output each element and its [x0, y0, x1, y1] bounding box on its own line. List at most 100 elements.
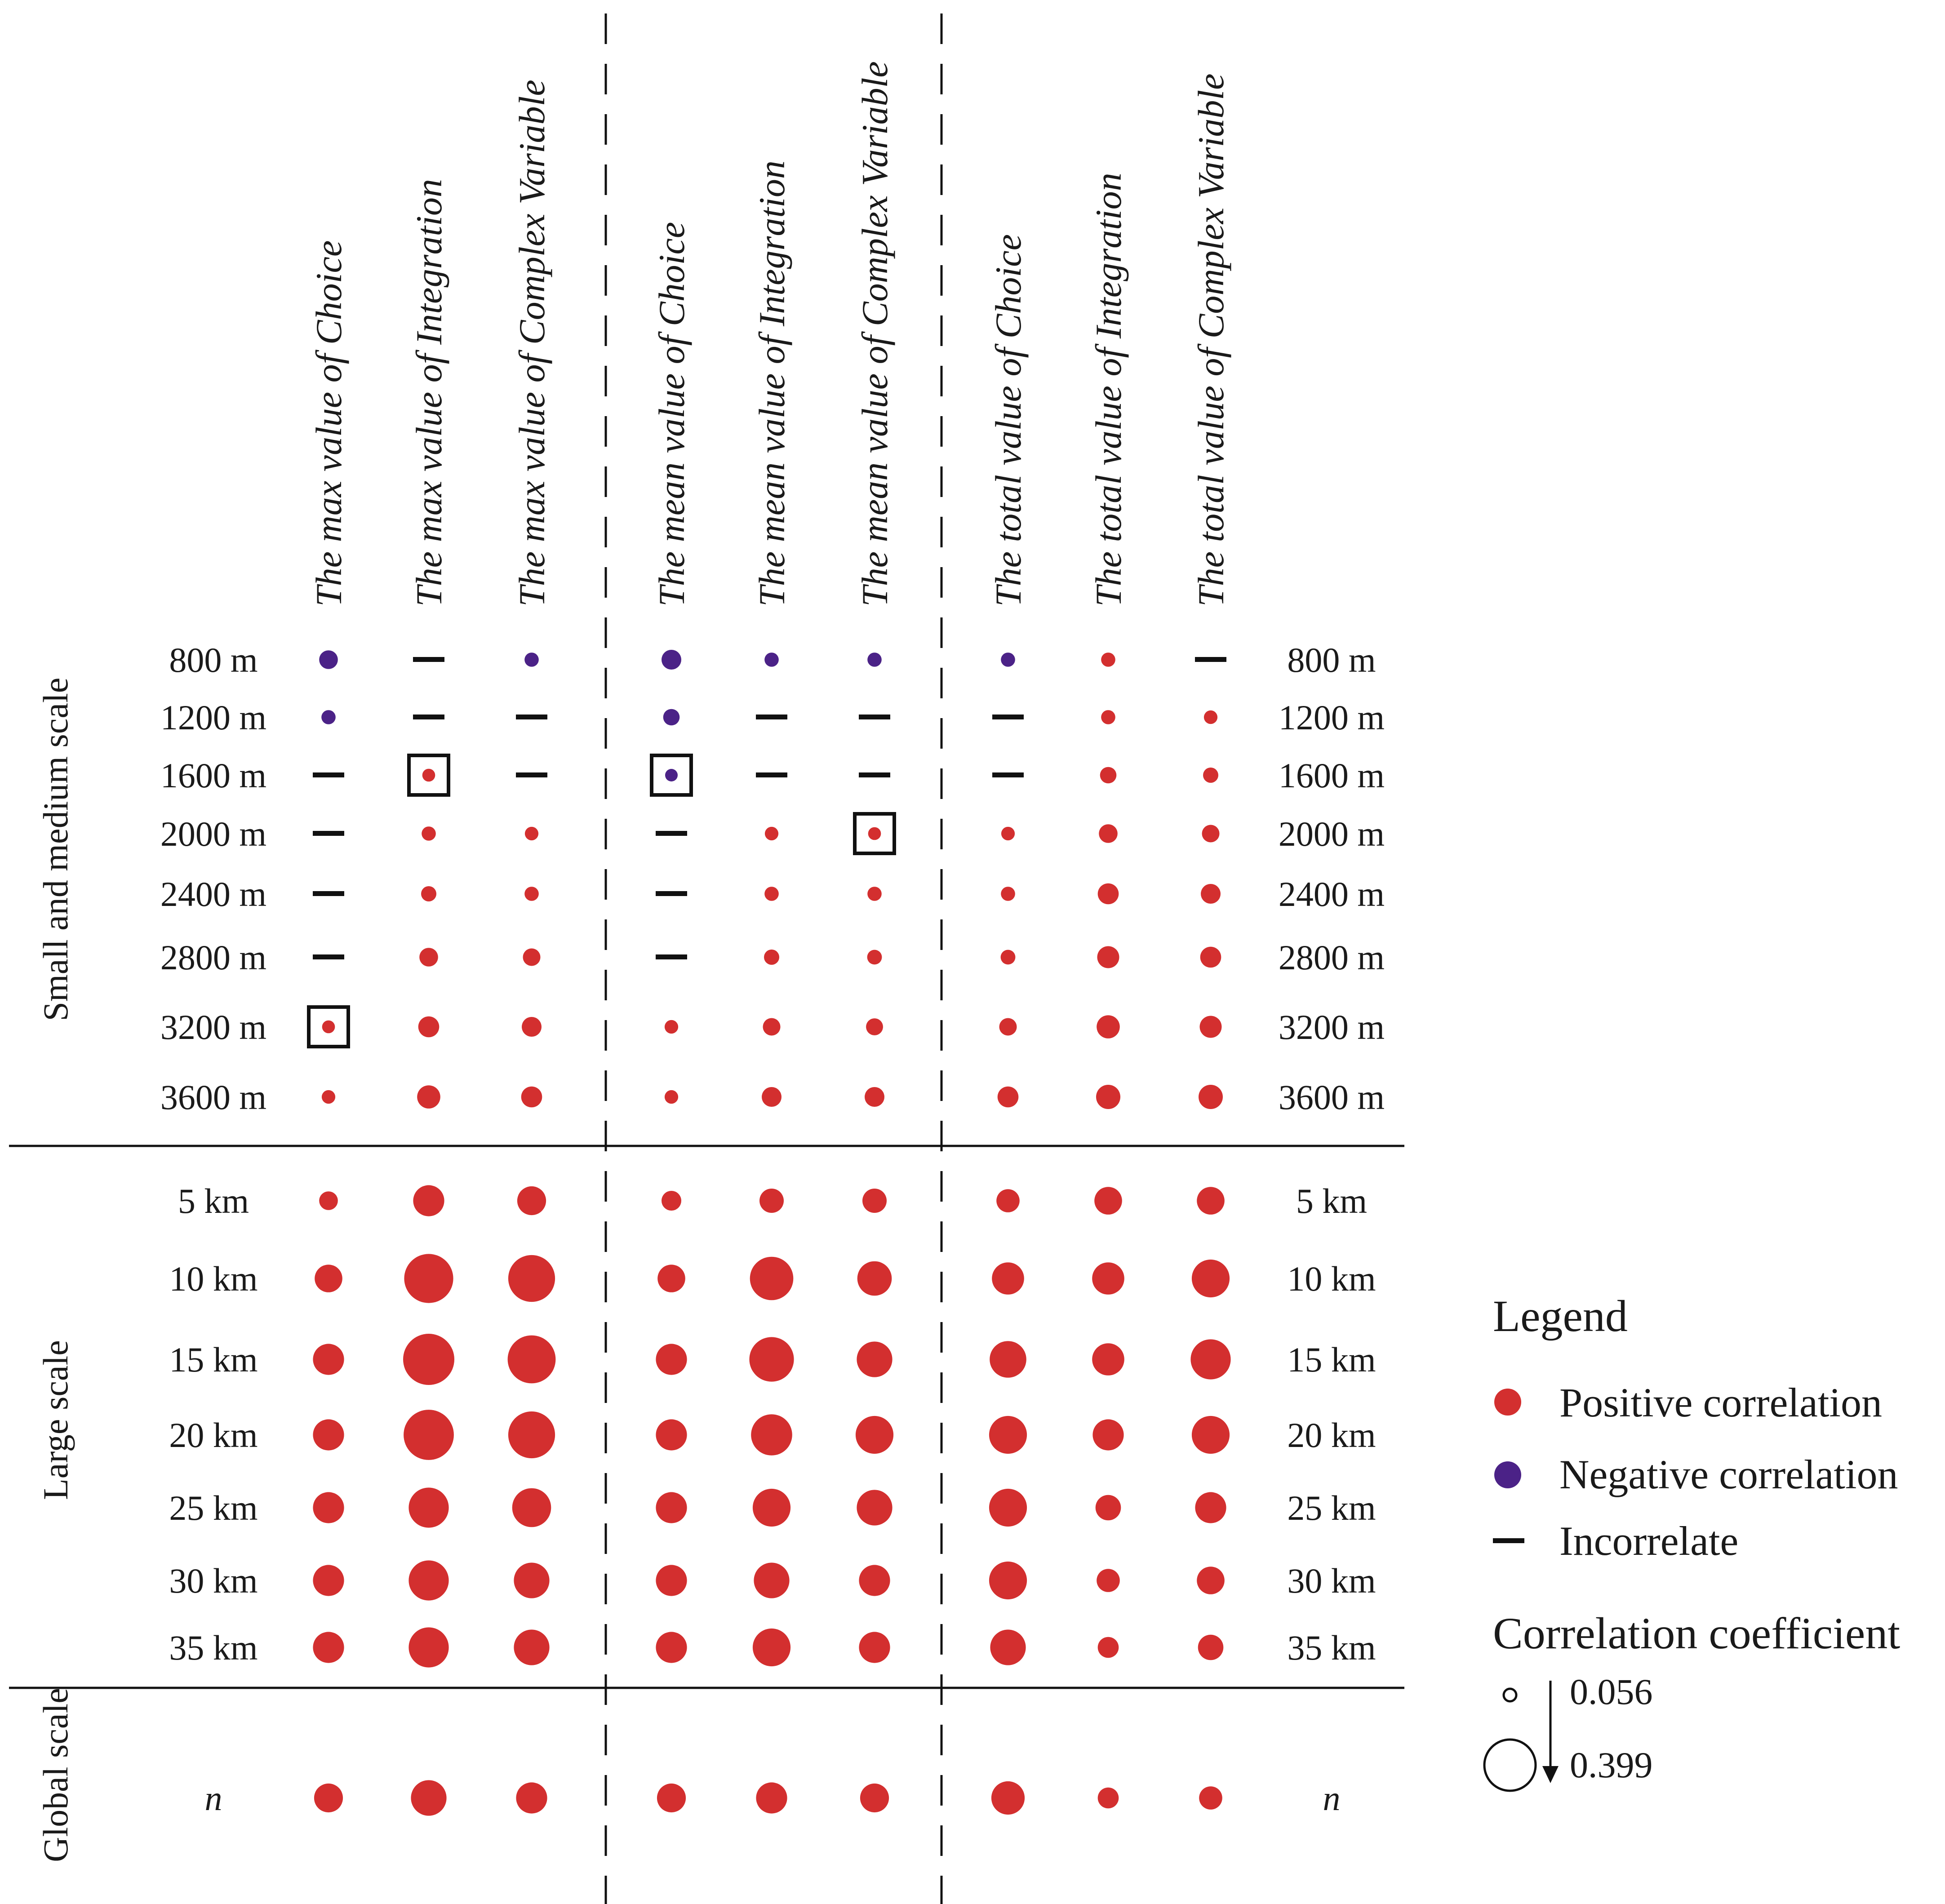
positive-correlation-dot: [1096, 1085, 1120, 1109]
incorrelate-mark: [656, 954, 687, 959]
incorrelate-mark: [413, 657, 444, 662]
positive-correlation-dot: [656, 1565, 687, 1596]
positive-correlation-dot: [764, 950, 779, 965]
legend-size-max-label: 0.399: [1570, 1744, 1653, 1785]
column-label: The max value of Integration: [409, 179, 449, 607]
positive-correlation-dot: [524, 826, 539, 841]
incorrelate-mark: [656, 891, 687, 896]
row-label-left: 2800 m: [160, 938, 266, 977]
positive-correlation-dot: [996, 1189, 1020, 1212]
row-label-right: 30 km: [1287, 1561, 1376, 1600]
positive-correlation-dot: [421, 886, 436, 901]
positive-correlation-dot: [1094, 1187, 1122, 1215]
positive-correlation-dot: [990, 1341, 1026, 1378]
positive-correlation-dot: [1101, 710, 1115, 724]
positive-correlation-dot: [517, 1186, 546, 1216]
row-label-right: 1600 m: [1279, 756, 1385, 795]
positive-correlation-dot: [762, 1087, 782, 1107]
column-labels: The max value of Choice The max value of …: [308, 61, 1231, 607]
positive-correlation-dot: [1100, 767, 1117, 784]
row-label-left: n: [205, 1779, 222, 1818]
row-label-right: 10 km: [1287, 1259, 1376, 1298]
positive-correlation-dot: [1095, 1495, 1121, 1521]
incorrelate-mark: [313, 954, 344, 959]
positive-correlation-dot: [1199, 1016, 1222, 1038]
positive-correlation-dot: [989, 1416, 1027, 1454]
positive-correlation-dot: [1203, 710, 1218, 724]
incorrelate-mark: [656, 831, 687, 836]
group-labels: Small and medium scale Large scale Global …: [36, 678, 75, 1862]
positive-correlation-dot: [315, 1265, 342, 1292]
highlight-box: [853, 812, 896, 855]
positive-correlation-dot: [1191, 1259, 1230, 1298]
row-label-left: 1200 m: [160, 698, 266, 737]
incorrelate-mark: [313, 891, 344, 896]
row-label-right: 15 km: [1287, 1340, 1376, 1379]
negative-correlation-dot: [319, 650, 338, 669]
positive-correlation-dot: [411, 1780, 447, 1816]
negative-correlation-dot: [665, 769, 678, 781]
positive-correlation-dot: [664, 1020, 679, 1034]
positive-correlation-dot: [313, 1344, 344, 1375]
row-label-left: 20 km: [169, 1416, 258, 1455]
positive-correlation-dot: [409, 1560, 449, 1601]
positive-correlation-dot: [868, 827, 881, 840]
row-label-right: 5 km: [1296, 1181, 1367, 1221]
positive-correlation-dot: [860, 1783, 889, 1813]
row-label-left: 25 km: [169, 1488, 258, 1527]
positive-correlation-dot: [403, 1334, 454, 1385]
negative-correlation-dot: [662, 650, 681, 670]
positive-correlation-dot: [1195, 1492, 1226, 1523]
row-label-left: 35 km: [169, 1628, 258, 1667]
positive-correlation-dot: [409, 1627, 449, 1668]
legend-negative-marker: [1494, 1461, 1521, 1488]
data-cells: [307, 650, 1231, 1816]
positive-correlation-dot: [1202, 825, 1220, 843]
row-label-right: 800 m: [1287, 640, 1376, 679]
legend: Legend Positive correlation Negative cor…: [1483, 1291, 1900, 1792]
highlight-box: [650, 754, 693, 797]
column-label: The total value of Complex Variable: [1190, 73, 1231, 607]
positive-correlation-dot: [313, 1419, 344, 1451]
row-label-left: 5 km: [178, 1181, 249, 1221]
positive-correlation-dot: [763, 1018, 781, 1036]
positive-correlation-dot: [512, 1488, 551, 1527]
positive-correlation-dot: [1092, 1262, 1124, 1295]
positive-correlation-dot: [656, 1344, 687, 1375]
positive-correlation-dot: [855, 1416, 894, 1454]
legend-incorrelate-marker: [1493, 1538, 1524, 1543]
positive-correlation-dot: [404, 1254, 453, 1303]
positive-correlation-dot: [859, 1632, 890, 1663]
positive-correlation-dot: [664, 1090, 679, 1104]
positive-correlation-dot: [314, 1783, 343, 1813]
positive-correlation-dot: [857, 1490, 893, 1526]
positive-correlation-dot: [1201, 884, 1221, 904]
positive-correlation-dot: [514, 1629, 550, 1665]
legend-title: Legend: [1493, 1291, 1628, 1341]
row-label-left: 15 km: [169, 1340, 258, 1379]
incorrelate-mark: [992, 715, 1024, 719]
positive-correlation-dot: [752, 1488, 791, 1527]
incorrelate-mark: [313, 831, 344, 836]
legend-size-min-label: 0.056: [1570, 1671, 1653, 1712]
incorrelate-mark: [413, 715, 444, 719]
positive-correlation-dot: [656, 1419, 687, 1451]
positive-correlation-dot: [1097, 1637, 1119, 1658]
positive-correlation-dot: [1097, 883, 1119, 905]
positive-correlation-dot: [1191, 1416, 1230, 1454]
positive-correlation-dot: [865, 1087, 884, 1107]
positive-correlation-dot: [1092, 1419, 1124, 1451]
positive-correlation-dot: [656, 1632, 687, 1663]
positive-correlation-dot: [859, 1565, 890, 1596]
positive-correlation-dot: [867, 950, 882, 965]
row-label-left: 800 m: [169, 640, 258, 679]
row-label-left: 3600 m: [160, 1078, 266, 1117]
row-label-right: 25 km: [1287, 1488, 1376, 1527]
column-label: The total value of Integration: [1088, 173, 1129, 607]
positive-correlation-dot: [313, 1632, 344, 1663]
column-label: The max value of Choice: [308, 240, 349, 607]
row-label-right: 3600 m: [1279, 1078, 1385, 1117]
positive-correlation-dot: [1099, 824, 1118, 843]
positive-correlation-dot: [404, 1410, 454, 1460]
positive-correlation-dot: [1097, 1015, 1120, 1039]
